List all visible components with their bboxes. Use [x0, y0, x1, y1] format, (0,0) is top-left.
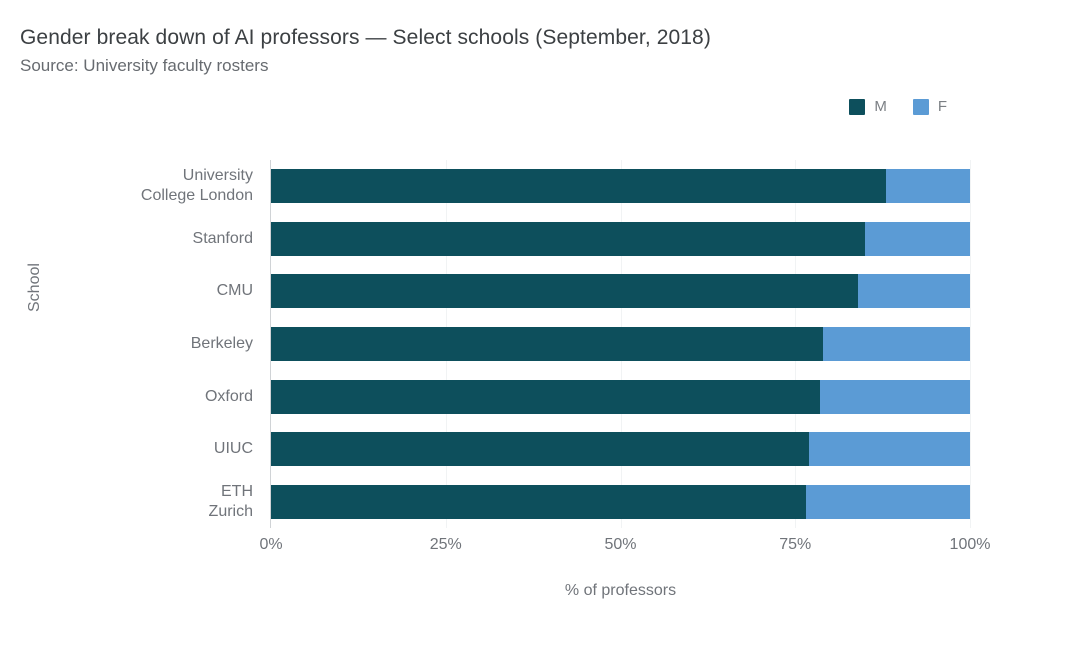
page-title: Gender break down of AI professors — Sel… [20, 26, 711, 49]
bar-segment-f[interactable] [809, 432, 970, 467]
gridline [970, 160, 971, 528]
y-axis-tick-label: ETH Zurich [208, 482, 253, 520]
chart-header: Gender break down of AI professors — Sel… [20, 24, 1020, 78]
x-axis-tick-label: 50% [604, 536, 637, 553]
legend-label: M [874, 98, 887, 115]
legend-label: F [937, 98, 947, 115]
legend-item-f[interactable]: F [912, 98, 947, 115]
bar-row[interactable] [271, 484, 970, 519]
bar-row[interactable] [271, 327, 970, 361]
y-axis-tick-labels: University College London Stanford CMU Berke… [40, 160, 263, 528]
y-axis-line [270, 160, 271, 528]
y-axis-tick-label: CMU [216, 282, 253, 300]
bar-segment-m[interactable] [271, 484, 806, 519]
x-axis-tick-label: 75% [779, 536, 812, 553]
plot-area [270, 160, 971, 528]
bar-segment-m[interactable] [271, 169, 887, 204]
bar-segment-f[interactable] [886, 169, 970, 204]
x-axis-title: % of professors [564, 582, 677, 599]
bar-segment-f[interactable] [823, 327, 970, 361]
bar-row[interactable] [271, 274, 970, 309]
y-axis-tick-label: Stanford [192, 229, 253, 247]
y-axis-title: School [26, 263, 43, 312]
bar-row[interactable] [271, 432, 970, 467]
x-axis-tick-label: 100% [949, 536, 991, 553]
bar-segment-m[interactable] [271, 221, 866, 256]
bar-segment-m[interactable] [271, 327, 824, 361]
y-axis-tick-label: Berkeley [190, 335, 253, 352]
legend-item-m[interactable]: M [849, 99, 887, 115]
bar-segment-f[interactable] [819, 379, 970, 414]
x-axis-tick-label: 0% [259, 536, 283, 553]
x-axis-tick-labels: 0% 25% 50% 75% 100% [259, 534, 990, 558]
bar-row[interactable] [271, 169, 970, 204]
bar-segment-m[interactable] [271, 274, 859, 309]
legend-swatch-icon [849, 99, 866, 115]
bar-segment-f[interactable] [805, 484, 970, 519]
bar-segment-f[interactable] [865, 221, 970, 256]
y-axis-tick-label: Oxford [204, 387, 253, 405]
bar-segment-f[interactable] [858, 274, 970, 309]
bar-segment-m[interactable] [271, 432, 810, 467]
bar-row[interactable] [271, 379, 970, 414]
legend-swatch-icon [912, 99, 929, 115]
bar-row[interactable] [271, 221, 970, 256]
y-axis-tick-label: UIUC [213, 440, 253, 458]
y-axis-tick-label: University College London [140, 167, 253, 205]
chart-subtitle: Source: University faculty rosters [20, 56, 269, 75]
bar-series-group [271, 160, 970, 528]
bar-segment-m[interactable] [271, 379, 820, 414]
x-axis-tick-label: 25% [429, 536, 462, 553]
